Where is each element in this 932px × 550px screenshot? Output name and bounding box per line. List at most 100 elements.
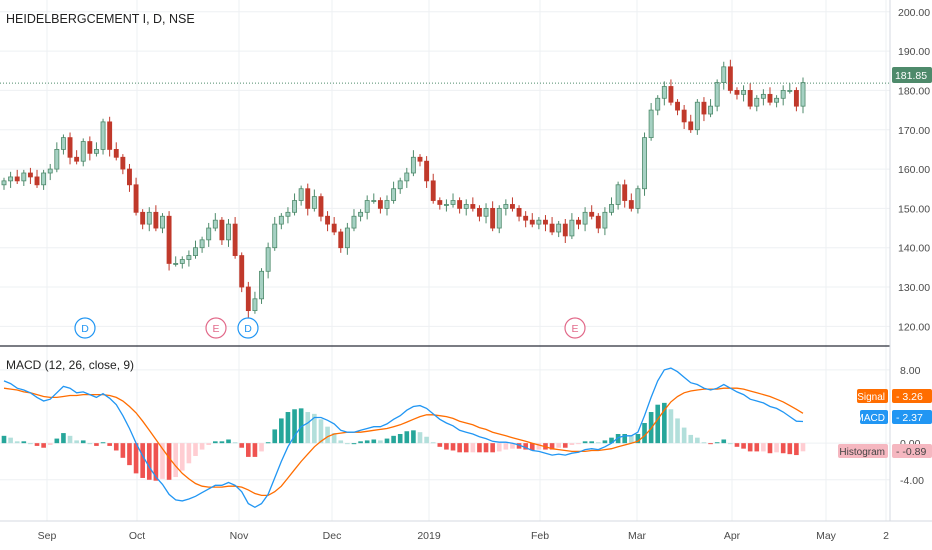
histogram-bar — [668, 409, 674, 444]
earnings-marker[interactable]: E — [564, 317, 586, 339]
candle — [318, 193, 324, 222]
histogram-bar — [345, 443, 350, 445]
signal-line — [3, 387, 804, 497]
histogram-bar — [127, 443, 132, 466]
earnings-marker[interactable]: E — [205, 317, 227, 339]
candle — [74, 150, 80, 165]
candle — [252, 291, 258, 314]
time-tick-label: Sep — [38, 530, 57, 542]
histogram-bar — [28, 443, 33, 445]
candle — [212, 213, 218, 232]
candle — [107, 116, 113, 157]
histogram-bar — [212, 441, 218, 444]
histogram-bar — [384, 438, 390, 444]
histogram-bar — [615, 434, 621, 444]
candle — [701, 97, 707, 122]
histogram-bar — [54, 438, 60, 444]
histogram-bar — [787, 443, 793, 455]
histogram-bar — [21, 441, 27, 444]
time-tick-label: May — [816, 530, 837, 542]
histogram-bar — [378, 440, 383, 444]
histogram-bar — [728, 443, 733, 445]
candle — [661, 81, 667, 106]
candle — [549, 217, 555, 236]
histogram-bar — [411, 430, 416, 444]
histogram-bar — [800, 443, 806, 452]
time-axis[interactable]: Sep Oct Nov Dec 2019 Feb Mar Apr May 2 — [38, 530, 889, 542]
candle — [760, 89, 766, 106]
histogram-bar — [173, 443, 178, 478]
dividend-marker[interactable]: D — [237, 317, 259, 339]
candle — [344, 222, 350, 255]
candle — [377, 197, 383, 214]
histogram-bar — [662, 402, 667, 444]
candle — [424, 156, 430, 188]
histogram-bar — [569, 443, 575, 445]
histogram-bar — [292, 409, 297, 444]
candle — [278, 213, 284, 230]
candle — [734, 87, 740, 100]
candle — [609, 197, 614, 216]
candle — [60, 134, 66, 155]
histogram-bar — [780, 443, 786, 454]
candle — [153, 205, 159, 232]
histogram-bar — [239, 443, 245, 448]
candle — [463, 199, 469, 216]
symbol-title: HEIDELBERGCEMENT I, D, NSE — [6, 12, 195, 26]
candle — [503, 199, 509, 216]
candle — [272, 217, 278, 251]
candle — [543, 215, 548, 232]
price-tick-label: 180.00 — [898, 85, 930, 97]
candle — [305, 183, 311, 216]
histogram-bar — [490, 443, 495, 453]
candle — [582, 207, 588, 232]
histogram-bar — [160, 443, 165, 479]
candle — [100, 118, 106, 155]
candle — [127, 163, 132, 192]
candle — [410, 150, 416, 177]
candle — [265, 242, 271, 279]
candle — [767, 87, 773, 106]
histogram-bar — [252, 443, 258, 457]
price-tick-label: 160.00 — [898, 164, 930, 176]
histogram-bar — [503, 443, 509, 450]
histogram-bar — [582, 441, 588, 444]
histogram-bar — [226, 439, 231, 444]
candle — [708, 99, 714, 118]
price-tick-label: 150.00 — [898, 203, 930, 215]
macd-legend: Signal - 3.26 MACD - 2.37 Histogram - -0… — [838, 389, 932, 458]
candle — [179, 256, 185, 269]
candle — [285, 207, 291, 224]
candle — [655, 95, 661, 116]
histogram-bar — [199, 443, 205, 450]
candle — [787, 83, 793, 94]
histogram-bar — [265, 442, 271, 444]
candle — [595, 213, 601, 234]
histogram-bar — [754, 443, 760, 452]
candle — [523, 211, 529, 228]
histogram-bar — [232, 442, 238, 444]
candle — [47, 163, 53, 181]
histogram-bar — [595, 442, 601, 444]
histogram-bar — [734, 443, 740, 447]
candle — [774, 95, 780, 108]
candle — [741, 85, 747, 102]
histogram-bar — [681, 427, 687, 444]
candle — [430, 173, 436, 204]
histogram-bar — [107, 443, 112, 446]
candle — [780, 85, 786, 106]
candle — [351, 209, 357, 232]
histogram-bar — [747, 443, 753, 452]
time-tick-label: Dec — [323, 530, 342, 542]
dividend-marker[interactable]: D — [74, 317, 96, 339]
histogram-bar — [219, 441, 225, 444]
candle — [199, 236, 205, 253]
price-axis[interactable]: 200.00 190.00 180.00 170.00 160.00 150.00 140.… — [898, 7, 930, 334]
candle — [219, 217, 225, 245]
candle — [358, 209, 364, 222]
candle — [34, 169, 40, 188]
candle — [642, 132, 647, 196]
histogram-bar — [246, 443, 251, 457]
histogram-bar — [655, 404, 661, 444]
